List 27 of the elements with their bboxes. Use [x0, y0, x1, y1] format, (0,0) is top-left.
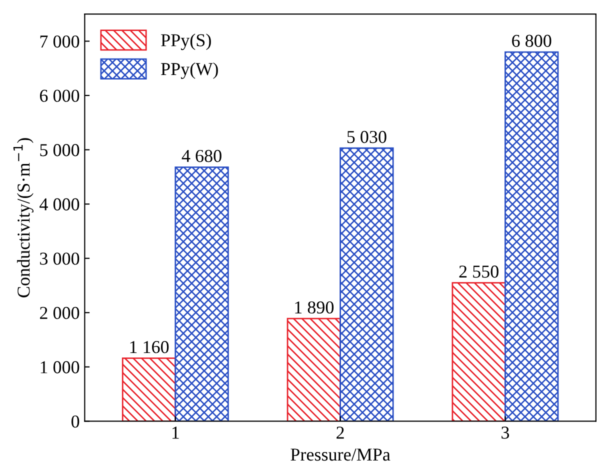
- legend-label: PPy(S): [161, 34, 211, 50]
- data-label: 5 030: [347, 130, 386, 144]
- x-axis-title: Pressure/MPa: [290, 448, 390, 461]
- data-label: 6 800: [512, 34, 552, 47]
- bar: [340, 147, 394, 422]
- bar: [504, 51, 559, 422]
- bar: [286, 318, 342, 422]
- y-tick-label: 6 000: [40, 90, 80, 102]
- y-tick-label: 7 000: [40, 35, 80, 48]
- y-tick-label: 2 000: [40, 306, 80, 320]
- bar: [122, 358, 176, 422]
- data-label: 2 550: [459, 266, 498, 278]
- data-label: 1 890: [295, 301, 334, 314]
- y-tick-label: 3 000: [40, 252, 80, 265]
- legend-label: PPy(W): [161, 62, 218, 79]
- bar: [174, 166, 229, 422]
- y-axis-title: Conductivity/(S·m$^{−1}$): [13, 138, 34, 298]
- y-tick-label: 1 000: [40, 361, 80, 374]
- data-label: 4 680: [182, 150, 222, 162]
- x-tick-label: 2: [336, 426, 344, 439]
- y-tick-label: 0: [72, 415, 80, 428]
- y-tick-label: 4 000: [40, 198, 80, 210]
- x-tick-label: 1: [172, 426, 179, 439]
- x-tick-label: 3: [502, 426, 510, 439]
- data-label: 1 160: [130, 340, 169, 354]
- y-tick-label: 5 000: [40, 144, 80, 156]
- bar: [452, 282, 506, 422]
